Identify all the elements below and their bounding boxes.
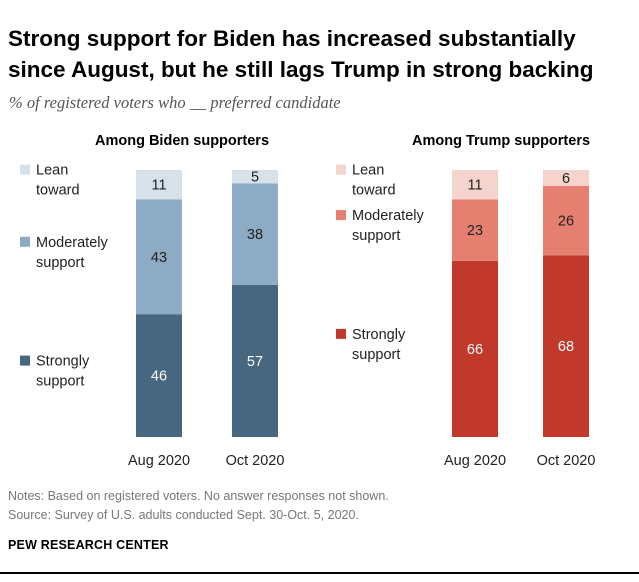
data-label: 46 (151, 369, 167, 385)
data-label: 6 (562, 171, 570, 187)
trump-panel: 66 23 11 Aug 2020 68 26 6 Oct 2020 Strongly suppo… (336, 163, 595, 469)
bar-segment (136, 170, 182, 200)
bar-segment (232, 170, 278, 184)
legend-label: support (352, 347, 400, 363)
data-label: 5 (251, 170, 259, 186)
category-label: Oct 2020 (537, 453, 596, 469)
legend-label: support (352, 228, 400, 244)
biden-panel-title: Among Biden supporters (95, 133, 270, 149)
bar-segment (543, 170, 589, 187)
legend-swatch (336, 328, 346, 339)
bar-segment (136, 199, 182, 315)
data-label: 68 (558, 339, 574, 355)
notes-block: Notes: Based on registered voters. No an… (8, 487, 389, 525)
biden-panel: 46 43 11 Aug 2020 57 38 5 Oct 2020 Strongly suppo… (20, 163, 284, 469)
category-label: Aug 2020 (444, 453, 506, 469)
org-name: PEW RESEARCH CENTER (8, 538, 169, 552)
data-label: 26 (558, 214, 574, 230)
legend-label: Lean (352, 163, 384, 179)
bar-segment (452, 260, 498, 437)
chart-subtitle: % of registered voters who __ preferred … (9, 93, 341, 112)
legend-swatch (336, 210, 346, 221)
legend-swatch (20, 164, 30, 175)
trump-panel-title: Among Trump supporters (412, 133, 591, 149)
bar-segment (543, 186, 589, 256)
chart-title: Strong support for Biden has increased s… (8, 26, 594, 82)
bar-segment (232, 183, 278, 285)
legend-label: toward (352, 183, 396, 199)
bar-segment (452, 199, 498, 261)
data-label: 23 (467, 223, 483, 239)
legend-label: Moderately (352, 208, 424, 224)
legend-swatch (20, 355, 30, 366)
bar-segment (232, 284, 278, 437)
data-label: 38 (247, 227, 263, 243)
data-label: 11 (467, 178, 482, 194)
legend-swatch (336, 164, 346, 175)
bar-segment (136, 314, 182, 437)
bar-segment (543, 255, 589, 437)
source-text: Source: Survey of U.S. adults conducted … (8, 508, 359, 522)
legend-label: Moderately (36, 235, 108, 251)
data-label: 57 (247, 354, 263, 370)
category-label: Aug 2020 (128, 453, 190, 469)
data-label: 66 (467, 342, 483, 358)
category-label: Oct 2020 (226, 453, 285, 469)
data-label: 11 (151, 178, 166, 194)
legend-label: support (36, 374, 84, 390)
legend-label: Strongly (352, 327, 406, 343)
stacked-bar-charts: 46 43 11 Aug 2020 57 38 5 Oct 2020 Strongly suppo… (20, 163, 595, 469)
data-label: 43 (151, 250, 167, 266)
bottom-rule (0, 572, 639, 574)
bar-segment (452, 170, 498, 200)
legend-label: Strongly (36, 354, 90, 370)
legend-label: Lean (36, 163, 68, 179)
legend-label: support (36, 255, 84, 271)
notes-text: Notes: Based on registered voters. No an… (8, 489, 389, 503)
legend-label: toward (36, 183, 80, 199)
legend-swatch (20, 236, 30, 247)
